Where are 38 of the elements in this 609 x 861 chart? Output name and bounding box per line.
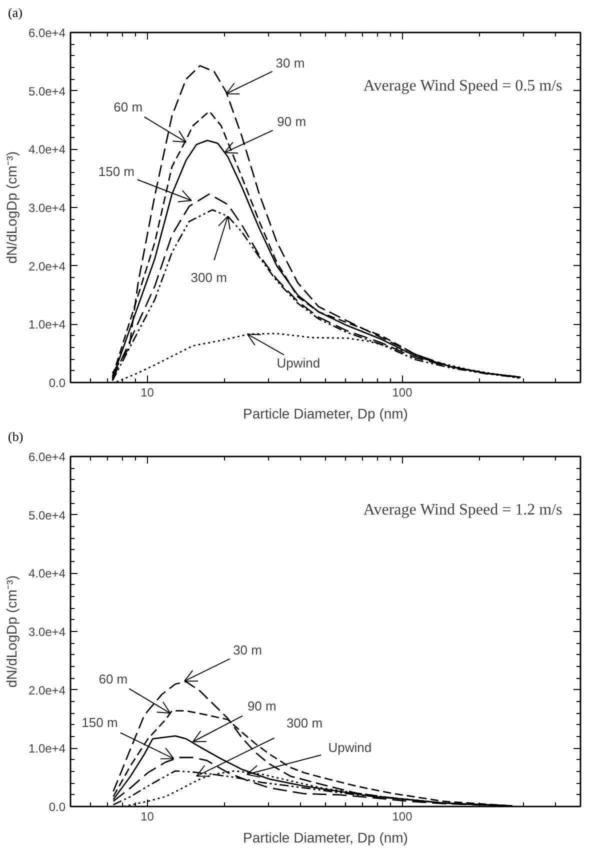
x-axis-title: Particle Diameter, Dp (nm) — [243, 830, 408, 846]
x-axis-title: Particle Diameter, Dp (nm) — [243, 406, 408, 422]
annotation: 90 m — [277, 114, 306, 130]
y-tick-label: 3.0e+4 — [28, 625, 66, 639]
y-tick-label: 1.0e+4 — [28, 318, 66, 332]
annotation: 150 m — [98, 164, 134, 179]
annotation: 60 m — [98, 672, 128, 687]
annotation: Upwind — [328, 740, 372, 755]
x-tick-label: 100 — [392, 386, 413, 400]
x-tick-label: 100 — [392, 810, 413, 824]
y-tick-label: 2.0e+4 — [28, 683, 66, 698]
x-tick-label: 10 — [140, 386, 154, 400]
annotation: 30 m — [276, 55, 305, 70]
y-tick-label: 6.0e+4 — [28, 450, 66, 464]
y-tick-label: 6.0e+4 — [28, 26, 66, 40]
annotation: Average Wind Speed = 0.5 m/s — [363, 78, 562, 94]
annotation: 90 m — [247, 698, 276, 714]
chart-title: (a) — [8, 5, 22, 21]
y-axis-title: dN/dLogDp (cm⁻³) — [3, 151, 20, 264]
annotation: Average Wind Speed = 1.2 m/s — [363, 502, 562, 518]
y-tick-label: 5.0e+4 — [28, 508, 66, 522]
y-tick-label: 5.0e+4 — [28, 84, 66, 98]
y-tick-label: 1.0e+4 — [28, 742, 66, 756]
y-tick-label: 3.0e+4 — [28, 201, 66, 215]
y-tick-label: 4.0e+4 — [28, 142, 66, 157]
x-tick-label: 10 — [140, 810, 154, 824]
annotation: 300 m — [190, 270, 227, 285]
y-tick-label: 0.0 — [48, 376, 66, 390]
y-axis-title: dN/dLogDp (cm⁻³) — [3, 575, 20, 688]
annotation: 30 m — [233, 642, 262, 658]
y-tick-label: 0.0 — [48, 800, 66, 814]
chart-title: (b) — [8, 429, 24, 445]
annotation: Upwind — [276, 356, 320, 371]
y-tick-label: 4.0e+4 — [28, 566, 66, 581]
annotation: 60 m — [114, 100, 143, 115]
annotation: 150 m — [82, 715, 118, 730]
y-tick-label: 2.0e+4 — [28, 259, 66, 274]
annotation: 300 m — [286, 716, 323, 731]
